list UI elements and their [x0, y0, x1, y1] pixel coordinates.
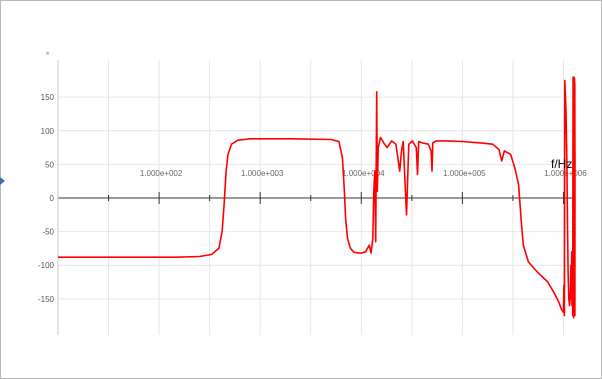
x-tick-label: 1.000e+004 — [342, 169, 385, 178]
side-marker-icon — [0, 177, 5, 185]
y-axis-unit: ° — [46, 51, 49, 60]
y-tick-label: 100 — [41, 127, 55, 136]
x-tick-label: 1.000e+003 — [241, 169, 284, 178]
x-tick-label: 1.000e+002 — [140, 169, 183, 178]
y-tick-label: 150 — [41, 93, 55, 102]
x-axis: 1.000e+002 1.000e+003 1.000e+004 1.000e+005… — [58, 169, 587, 204]
y-tick-label: 0 — [50, 194, 55, 203]
y-tick-label: 50 — [45, 160, 54, 169]
y-tick-label: -150 — [38, 295, 55, 304]
series-line — [58, 76, 576, 319]
y-tick-label: -50 — [42, 228, 54, 237]
series-layer — [58, 76, 576, 319]
y-tick-label: -100 — [38, 261, 55, 270]
y-axis: 150 100 50 0 -50 -100 -150 — [38, 60, 59, 335]
x-tick-label: 1.000e+006 — [544, 169, 587, 178]
x-axis-unit: f/Hz — [551, 157, 572, 171]
x-tick-label: 1.000e+005 — [443, 169, 486, 178]
